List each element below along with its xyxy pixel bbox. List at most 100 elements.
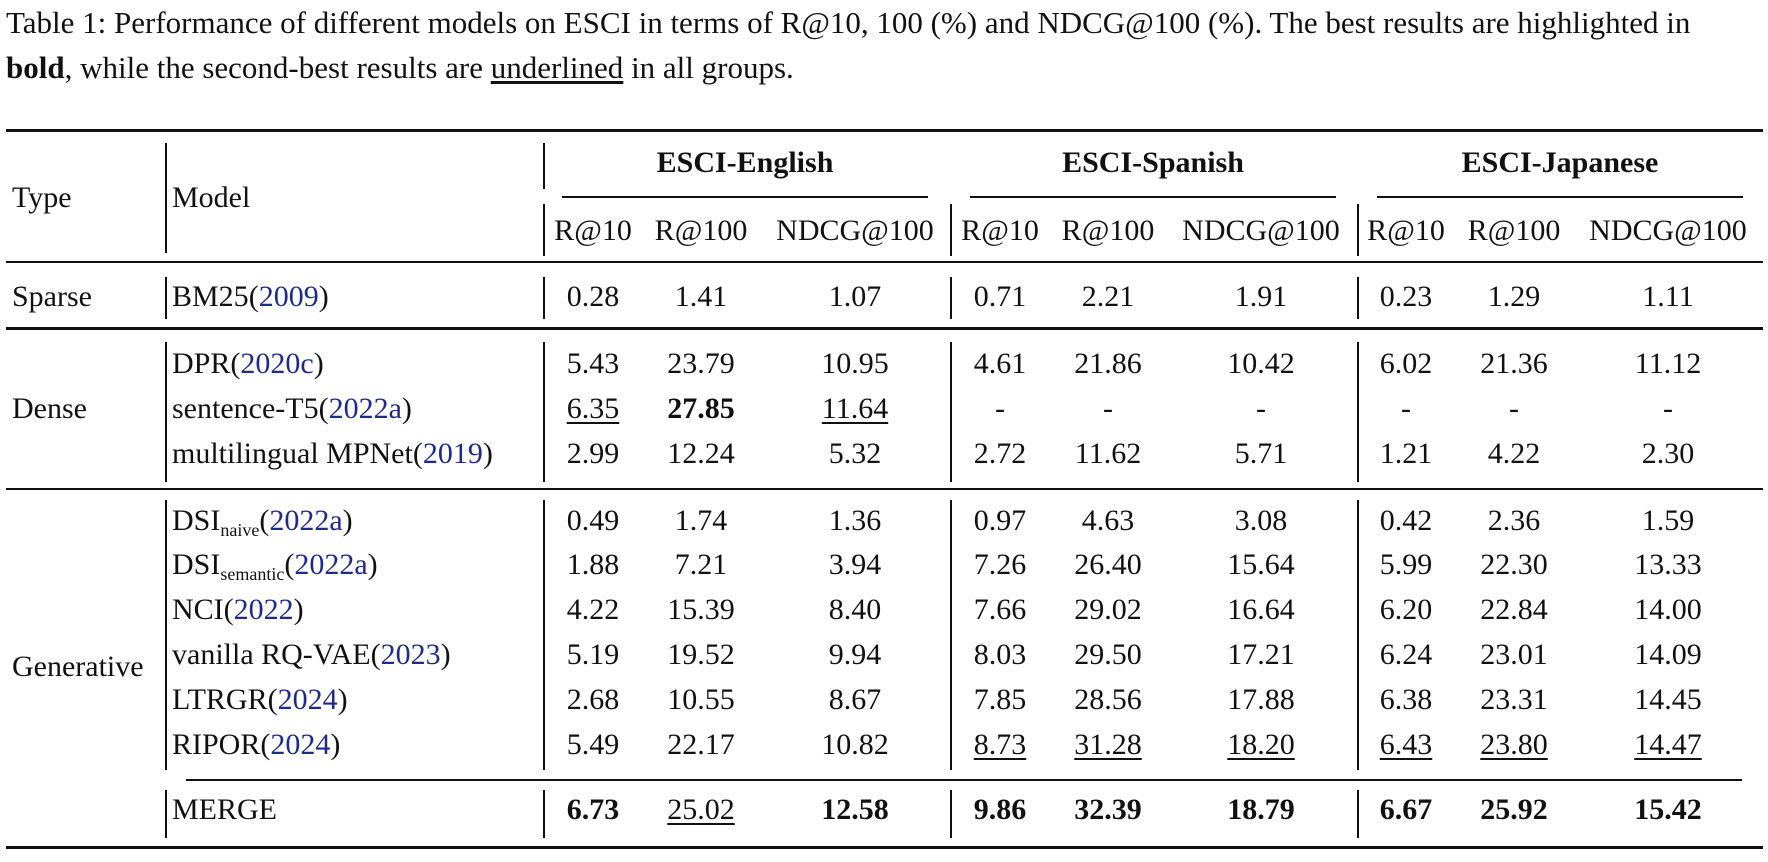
table-cell: 1.29 bbox=[1487, 280, 1541, 313]
model-label: vanilla RQ-VAE bbox=[172, 638, 371, 671]
table-cell: 10.95 bbox=[821, 347, 889, 380]
vline-spanish-japanese-subheader bbox=[1357, 204, 1359, 256]
table-cell: - bbox=[995, 392, 1005, 425]
table-cell: 11.64 bbox=[821, 392, 889, 425]
model-label: LTRGR bbox=[172, 683, 268, 716]
table-cell: 25.92 bbox=[1480, 793, 1548, 826]
table-cell: 1.74 bbox=[674, 504, 728, 537]
model-label: sentence-T5 bbox=[172, 392, 319, 425]
caption-text-middle: , while the second-best results are bbox=[64, 50, 491, 85]
table-cell: 1.41 bbox=[674, 280, 728, 313]
table-cell: 18.20 bbox=[1227, 728, 1295, 761]
citation-link[interactable]: 2022a bbox=[294, 548, 368, 581]
model-label: BM25 bbox=[172, 280, 249, 313]
table-cell: 3.94 bbox=[828, 548, 882, 581]
table-cell: 7.66 bbox=[973, 593, 1027, 626]
table-cell: 26.40 bbox=[1074, 548, 1142, 581]
table-cell: 6.38 bbox=[1379, 683, 1433, 716]
vline-merge-4 bbox=[1357, 790, 1359, 838]
table-cell: 2.99 bbox=[566, 437, 620, 470]
citation-link[interactable]: 2019 bbox=[422, 437, 483, 470]
citation-link[interactable]: 2020c bbox=[240, 347, 314, 380]
table-cell: 2.36 bbox=[1487, 504, 1541, 537]
table-cell: 22.30 bbox=[1480, 548, 1548, 581]
citation-link[interactable]: 2023 bbox=[380, 638, 441, 671]
caption-underlined-word: underlined bbox=[490, 50, 624, 85]
model-subscript: naive bbox=[220, 520, 260, 540]
table-cell: 5.43 bbox=[566, 347, 620, 380]
table-cell: 12.24 bbox=[667, 437, 735, 470]
table-cell: 5.99 bbox=[1379, 548, 1433, 581]
table-cell: 17.21 bbox=[1227, 638, 1295, 671]
table-cell: 7.85 bbox=[973, 683, 1027, 716]
vline-merge-2 bbox=[543, 790, 545, 838]
table-cell: 15.42 bbox=[1634, 793, 1702, 826]
table-cell: 3.08 bbox=[1234, 504, 1288, 537]
table-cell: 1.59 bbox=[1641, 504, 1695, 537]
table-cell: 22.17 bbox=[667, 728, 735, 761]
citation: (2022a) bbox=[259, 504, 353, 537]
table-caption: Table 1: Performance of different models… bbox=[6, 0, 1761, 90]
model-label: DSI bbox=[172, 504, 221, 537]
citation: (2020c) bbox=[230, 347, 324, 380]
table-cell: 10.82 bbox=[821, 728, 889, 761]
citation: (2019) bbox=[412, 437, 493, 470]
model-name: NCI(2022) bbox=[172, 593, 304, 627]
metric-header-r-at-100: R@100 bbox=[1467, 214, 1561, 247]
table-cell: 6.43 bbox=[1379, 728, 1433, 761]
table-cell: 6.02 bbox=[1379, 347, 1433, 380]
table-cell: 21.86 bbox=[1074, 347, 1142, 380]
citation-link[interactable]: 2009 bbox=[258, 280, 319, 313]
model-name: sentence-T5(2022a) bbox=[172, 392, 412, 426]
table-cell: 14.45 bbox=[1634, 683, 1702, 716]
table-cell: 6.24 bbox=[1379, 638, 1433, 671]
model-name: LTRGR(2024) bbox=[172, 683, 348, 717]
header-group-japanese: ESCI-Japanese bbox=[1461, 146, 1659, 179]
table-cell: 0.28 bbox=[566, 280, 620, 313]
metric-header-r-at-10: R@10 bbox=[1367, 214, 1445, 247]
table-cell: 16.64 bbox=[1227, 593, 1295, 626]
citation: (2022a) bbox=[284, 548, 378, 581]
bottom-rule bbox=[6, 846, 1763, 849]
citation: (2023) bbox=[370, 638, 451, 671]
model-label: DSI bbox=[172, 548, 221, 581]
table-cell: 10.55 bbox=[667, 683, 735, 716]
sparse-rule bbox=[6, 327, 1763, 330]
vline-model-english-subheader bbox=[543, 204, 545, 256]
metric-header-ndcg-at-100: NDCG@100 bbox=[776, 214, 934, 247]
caption-bold-word: bold bbox=[6, 50, 65, 85]
citation-link[interactable]: 2024 bbox=[270, 728, 331, 761]
citation: (2024) bbox=[260, 728, 341, 761]
table-cell: 1.36 bbox=[828, 504, 882, 537]
citation-link[interactable]: 2022a bbox=[269, 504, 343, 537]
model-name: BM25(2009) bbox=[172, 280, 329, 314]
metric-header-r-at-100: R@100 bbox=[1061, 214, 1155, 247]
model-label: MERGE bbox=[172, 793, 277, 826]
model-name: DSIsemantic(2022a) bbox=[172, 548, 378, 583]
table-cell: 27.85 bbox=[667, 392, 735, 425]
vline-gen-4 bbox=[1357, 500, 1359, 770]
citation: (2009) bbox=[248, 280, 329, 313]
type-label-dense: Dense bbox=[12, 392, 87, 425]
metric-header-ndcg-at-100: NDCG@100 bbox=[1182, 214, 1340, 247]
table-cell: 1.21 bbox=[1379, 437, 1433, 470]
table-cell: 5.32 bbox=[828, 437, 882, 470]
vline-english-spanish-subheader bbox=[950, 204, 952, 256]
model-name: vanilla RQ-VAE(2023) bbox=[172, 638, 451, 672]
model-name: multilingual MPNet(2019) bbox=[172, 437, 493, 471]
table-cell: 8.67 bbox=[828, 683, 882, 716]
table-cell: 5.49 bbox=[566, 728, 620, 761]
vline-gen-2 bbox=[543, 500, 545, 770]
vline-dense-4 bbox=[1357, 342, 1359, 482]
table-cell: 8.03 bbox=[973, 638, 1027, 671]
table-cell: 21.36 bbox=[1480, 347, 1548, 380]
citation-link[interactable]: 2024 bbox=[277, 683, 338, 716]
table-cell: - bbox=[1401, 392, 1411, 425]
table-cell: 1.11 bbox=[1642, 280, 1694, 313]
vline-sparse-4 bbox=[1357, 277, 1359, 319]
table-cell: 14.09 bbox=[1634, 638, 1702, 671]
citation-link[interactable]: 2022a bbox=[328, 392, 402, 425]
citation-link[interactable]: 2022 bbox=[233, 593, 294, 626]
vline-sparse-2 bbox=[543, 277, 545, 319]
table-cell: 4.61 bbox=[973, 347, 1027, 380]
